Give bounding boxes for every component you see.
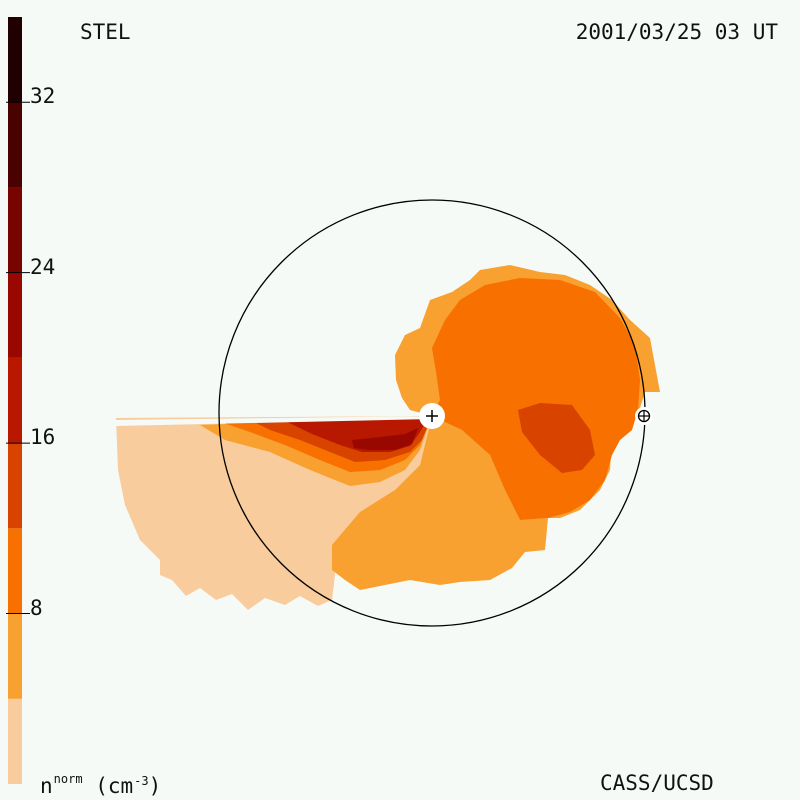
colorbar-level-7 <box>8 187 22 273</box>
density-region-arm-6 <box>352 428 418 450</box>
colorbar-level-3 <box>8 528 22 614</box>
unit-exponent: -3 <box>134 774 149 788</box>
title-left: STEL <box>80 20 131 44</box>
credit-label: CASS/UCSD <box>600 771 714 795</box>
colorbar-level-9 <box>8 17 22 103</box>
density-region-level-4 <box>518 403 595 473</box>
colorbar-tick-label: 24 <box>30 254 56 279</box>
colorbar-level-5 <box>8 357 22 444</box>
colorbar-level-2 <box>8 613 22 699</box>
sun-marker <box>419 403 445 429</box>
colorbar-tick-label: 8 <box>30 595 43 620</box>
colorbar-level-1 <box>8 698 22 784</box>
colorbar <box>8 17 22 784</box>
colorbar-level-4 <box>8 443 22 529</box>
colorbar-tick-label: 32 <box>30 84 56 109</box>
density-regions <box>116 265 660 610</box>
timestamp: 2001/03/25 03 UT <box>575 20 778 44</box>
colorbar-unit-label: nnorm (cm-3) <box>40 773 161 797</box>
unit-superscript: norm <box>53 772 83 786</box>
colorbar-tick-label: 16 <box>30 425 56 450</box>
colorbar-level-8 <box>8 102 22 188</box>
unit-close: ) <box>148 774 162 798</box>
unit-symbol: n <box>40 774 53 798</box>
earth-marker <box>635 407 653 425</box>
colorbar-level-6 <box>8 272 22 358</box>
density-region-level-2 <box>332 416 548 590</box>
colorbar-ticks <box>6 101 30 615</box>
density-ray <box>116 416 432 426</box>
unit-paren: (cm <box>95 774 134 798</box>
